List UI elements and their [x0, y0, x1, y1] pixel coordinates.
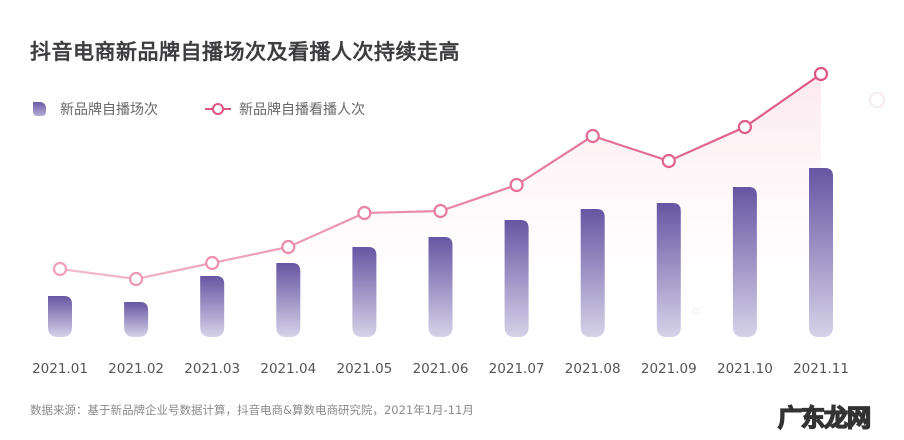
x-tick-label: 2021.08: [565, 361, 621, 377]
legend-item-line: 新品牌自播看播人次: [205, 99, 365, 119]
x-tick-label: 2021.07: [489, 361, 545, 377]
bar-2021.04: [276, 263, 301, 337]
bar-2021.10: [732, 187, 757, 337]
line-point-2021.03: [205, 255, 220, 271]
bar-2021.03: [200, 276, 225, 337]
line-point-2021.09: [661, 153, 676, 169]
bar-2021.09: [656, 203, 681, 337]
legend-item-bars: 新品牌自播场次: [33, 99, 158, 119]
x-tick-label: 2021.06: [413, 361, 469, 377]
bar-2021.08: [580, 209, 605, 337]
x-tick-label: 2021.10: [717, 361, 773, 377]
x-tick-label: 2021.02: [108, 361, 164, 377]
bar-2021.02: [124, 302, 149, 337]
source-note: 数据来源：基于新品牌企业号数据计算，抖音电商&算数电商研究院，2021年1月-1…: [30, 403, 474, 417]
chart-title: 抖音电商新品牌自播场次及看播人次持续走高: [30, 40, 460, 64]
line-point-2021.10: [737, 119, 753, 135]
x-tick-label: 2021.01: [32, 361, 88, 377]
line-point-2021.11: [813, 66, 829, 82]
legend-line-swatch: [205, 103, 231, 115]
bar-2021.01: [48, 296, 72, 337]
line-point-2021.07: [509, 177, 524, 193]
bar-2021.06: [428, 237, 453, 337]
line-point-2021.05: [357, 205, 372, 221]
x-tick-label: 2021.04: [260, 361, 316, 377]
x-tick-label: 2021.09: [641, 361, 697, 377]
x-tick-label: 2021.03: [184, 361, 240, 377]
legend-bar-swatch: [33, 102, 46, 116]
line-point-2021.01: [52, 261, 68, 277]
decor-circle: [869, 92, 885, 108]
decor-circle: [692, 307, 700, 315]
watermark: 广东龙网: [777, 403, 872, 433]
bar-2021.11: [809, 168, 833, 337]
line-area-fill: [60, 74, 821, 337]
legend-label-line: 新品牌自播看播人次: [239, 102, 365, 118]
x-tick-label: 2021.05: [336, 361, 392, 377]
x-tick-label: 2021.11: [793, 361, 849, 377]
legend-label-bars: 新品牌自播场次: [60, 102, 158, 118]
line-point-2021.06: [433, 203, 448, 219]
line-point-2021.08: [585, 128, 600, 144]
line-point-2021.04: [281, 239, 296, 255]
bar-2021.05: [352, 247, 377, 337]
line-point-2021.02: [129, 271, 144, 287]
bar-2021.07: [504, 220, 529, 337]
